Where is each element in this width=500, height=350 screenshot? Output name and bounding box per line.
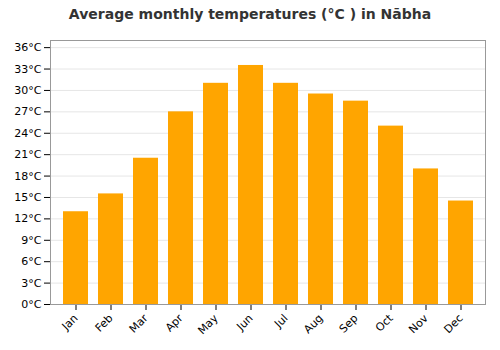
svg-text:Apr: Apr (163, 311, 186, 334)
svg-text:Feb: Feb (93, 312, 116, 335)
svg-text:Jan: Jan (59, 312, 81, 334)
svg-text:Sep: Sep (337, 312, 361, 336)
svg-text:Mar: Mar (127, 311, 151, 335)
html-text:Average monthly temperatures (: Average monthly temperatures (°C ) in Nā… (68, 6, 432, 22)
svg-text:9°C: 9°C (21, 234, 41, 247)
svg-text:27°C: 27°C (14, 105, 41, 118)
svg-text:0°C: 0°C (21, 298, 41, 311)
svg-text:12°C: 12°C (14, 212, 41, 225)
svg-text:18°C: 18°C (14, 170, 41, 183)
svg-text:36°C: 36°C (14, 41, 41, 54)
svg-text:Dec: Dec (441, 312, 465, 336)
svg-text:15°C: 15°C (14, 191, 41, 204)
svg-text:24°C: 24°C (14, 127, 41, 140)
svg-text:30°C: 30°C (14, 84, 41, 97)
svg-text:6°C: 6°C (21, 255, 41, 268)
svg-text:3°C: 3°C (21, 277, 41, 290)
svg-text:May: May (195, 311, 221, 337)
svg-text:Jul: Jul (271, 312, 290, 331)
svg-text:Aug: Aug (301, 312, 325, 336)
svg-text:21°C: 21°C (14, 148, 41, 161)
svg-text:Oct: Oct (373, 311, 396, 334)
svg-text:Nov: Nov (406, 311, 431, 336)
svg-text:Jun: Jun (234, 312, 256, 334)
svg-text:33°C: 33°C (14, 63, 41, 76)
